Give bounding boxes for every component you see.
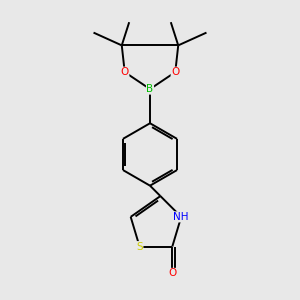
Text: O: O — [121, 67, 129, 77]
Text: B: B — [146, 84, 154, 94]
Text: O: O — [171, 67, 179, 77]
Text: O: O — [168, 268, 176, 278]
Text: NH: NH — [173, 212, 189, 222]
Text: S: S — [136, 242, 143, 252]
